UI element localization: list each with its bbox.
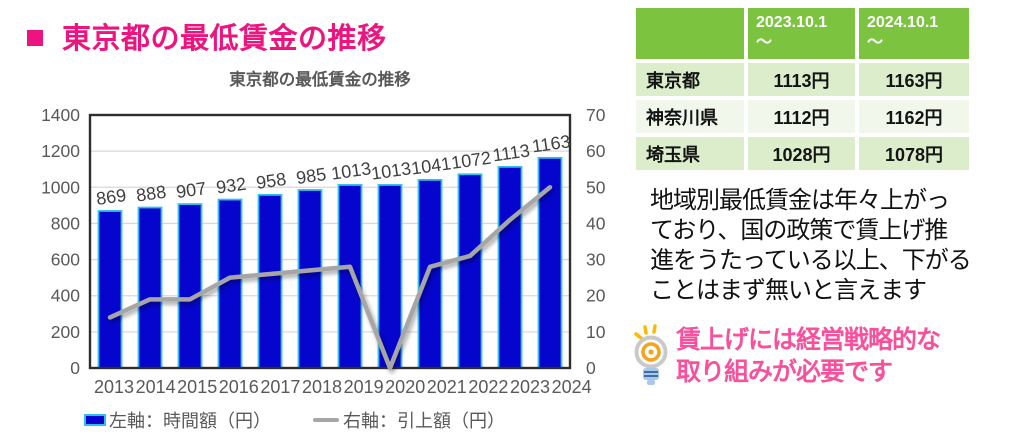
value-2023: 1028円 bbox=[748, 137, 855, 170]
line-series-swatch-icon bbox=[313, 418, 339, 422]
x-axis-label: 2019 bbox=[344, 377, 384, 397]
bar-value-label: 932 bbox=[215, 174, 248, 198]
bar-value-label: 1163 bbox=[531, 131, 572, 156]
left-axis-tick-label: 1400 bbox=[41, 105, 80, 125]
bar-2019 bbox=[337, 184, 363, 369]
bar-value-label: 869 bbox=[95, 185, 128, 209]
bar-2017 bbox=[257, 193, 283, 369]
bar-value-label: 958 bbox=[255, 169, 288, 193]
bar-2018 bbox=[297, 189, 323, 369]
row-label: 埼玉県 bbox=[636, 137, 744, 170]
right-axis-tick-label: 60 bbox=[586, 141, 606, 161]
table-row-saitama: 埼玉県 1028円 1078円 bbox=[636, 137, 969, 170]
chart-legend: 左軸：時間額（円） 右軸：引上額（円） bbox=[84, 407, 505, 433]
right-axis-tick-label: 40 bbox=[586, 213, 606, 233]
bar-value-label: 1041 bbox=[410, 153, 452, 178]
value-2023: 1113円 bbox=[748, 63, 855, 96]
legend-item-bar-series: 左軸：時間額（円） bbox=[84, 407, 271, 433]
right-axis-tick-label: 70 bbox=[586, 105, 606, 125]
increase-line bbox=[107, 185, 553, 371]
table-header-2023: 2023.10.1 ～ bbox=[748, 8, 855, 59]
left-axis-tick-label: 1000 bbox=[41, 177, 80, 197]
left-axis-tick-label: 0 bbox=[70, 358, 80, 378]
table-row-tokyo: 東京都 1113円 1163円 bbox=[636, 63, 969, 96]
bar-value-label: 907 bbox=[175, 178, 208, 202]
right-axis-tick-label: 30 bbox=[586, 250, 606, 270]
bar-2021 bbox=[417, 178, 443, 369]
bar-value-label: 1072 bbox=[450, 148, 492, 173]
right-axis-tick-label: 50 bbox=[586, 177, 606, 197]
bar-value-label: 1013 bbox=[330, 158, 372, 183]
left-axis-tick-label: 400 bbox=[51, 286, 80, 306]
x-axis-label: 2015 bbox=[177, 377, 217, 397]
value-2024: 1078円 bbox=[859, 137, 969, 170]
right-axis-tick-label: 0 bbox=[586, 358, 596, 378]
x-axis-label: 2016 bbox=[219, 377, 259, 397]
x-axis-label: 2014 bbox=[136, 377, 176, 397]
page-title-text: 東京都の最低賃金の推移 bbox=[62, 23, 387, 55]
x-axis-label: 2017 bbox=[260, 377, 300, 397]
x-axis-label: 2021 bbox=[427, 377, 467, 397]
bar-value-label: 1113 bbox=[491, 140, 531, 165]
x-axis-label: 2013 bbox=[94, 377, 134, 397]
bar-series-swatch-icon bbox=[84, 414, 106, 426]
chart-title: 東京都の最低賃金の推移 bbox=[229, 71, 411, 89]
x-axis-label: 2018 bbox=[302, 377, 342, 397]
minimum-wage-table: 2023.10.1 ～ 2024.10.1 ～ 東京都 1113円 1163円 … bbox=[632, 4, 973, 174]
callout-text: 賃上げには経営戦略的な 取り組みが必要です bbox=[676, 326, 941, 386]
value-2023: 1112円 bbox=[748, 100, 855, 133]
right-axis-tick-label: 10 bbox=[586, 322, 606, 342]
bar-value-label: 888 bbox=[135, 182, 168, 206]
left-axis-tick-label: 1200 bbox=[41, 141, 80, 161]
table-corner-cell bbox=[636, 8, 744, 59]
commentary-text: 地域別最低賃金は年々上がっ ており、国の政策で賃上げ推 進をうたっている以上、下… bbox=[650, 187, 972, 304]
bar-2020 bbox=[377, 184, 403, 369]
bar-value-label: 1013 bbox=[370, 158, 412, 183]
bar-2015 bbox=[177, 203, 203, 369]
table-header-row: 2023.10.1 ～ 2024.10.1 ～ bbox=[636, 8, 969, 59]
x-axis-label: 2022 bbox=[468, 377, 508, 397]
table-row-kanagawa: 神奈川県 1112円 1162円 bbox=[636, 100, 969, 133]
bar-2022 bbox=[457, 173, 483, 369]
row-label: 東京都 bbox=[636, 63, 744, 96]
callout: 賃上げには経営戦略的な 取り組みが必要です bbox=[630, 318, 1020, 388]
title-bullet-square bbox=[27, 30, 43, 46]
plot-border bbox=[88, 113, 572, 370]
x-axis-label: 2023 bbox=[510, 377, 550, 397]
bar-2014 bbox=[137, 206, 163, 369]
bar-2013 bbox=[97, 210, 123, 369]
legend-label-line: 右軸：引上額（円） bbox=[343, 411, 505, 431]
minimum-wage-chart: 0 200 400 600 800 1000 1200 1400 0 10 20 30 40 50 60 70… bbox=[41, 105, 606, 397]
page-title: 東京都の最低賃金の推移 bbox=[27, 15, 387, 57]
row-label: 神奈川県 bbox=[636, 100, 744, 133]
bar-value-label: 985 bbox=[295, 164, 328, 188]
table-header-2024: 2024.10.1 ～ bbox=[859, 8, 969, 59]
lightbulb-icon bbox=[634, 324, 668, 385]
x-axis-label: 2020 bbox=[385, 377, 425, 397]
legend-item-line-series: 右軸：引上額（円） bbox=[313, 407, 505, 433]
value-2024: 1162円 bbox=[859, 100, 969, 133]
legend-label-bar: 左軸：時間額（円） bbox=[109, 411, 271, 431]
right-axis-tick-label: 20 bbox=[586, 286, 606, 306]
bar-2023 bbox=[497, 165, 523, 369]
left-axis-tick-label: 600 bbox=[51, 250, 80, 270]
left-axis-tick-label: 800 bbox=[51, 213, 80, 233]
left-axis-tick-label: 200 bbox=[51, 322, 80, 342]
value-2024: 1163円 bbox=[859, 63, 969, 96]
x-axis-label: 2024 bbox=[552, 377, 592, 397]
